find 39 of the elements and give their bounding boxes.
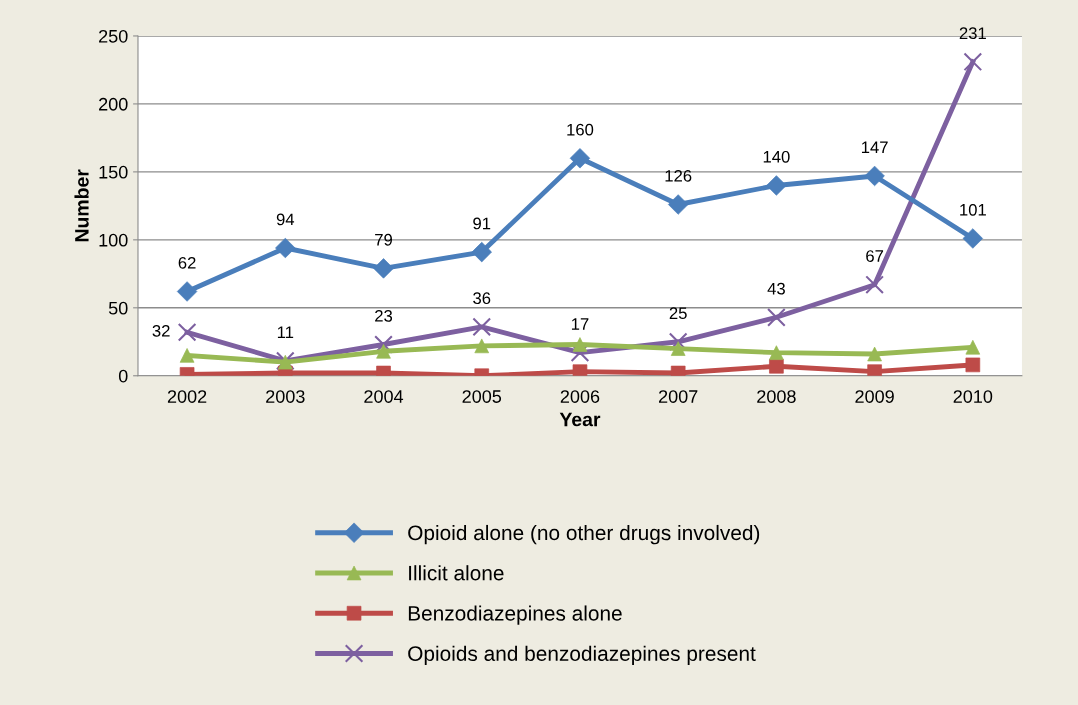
x-axis-title: Year	[559, 412, 601, 427]
legend-label: Illicit alone	[409, 565, 504, 581]
data-label: 36	[473, 292, 491, 305]
legend-label: Opioids and benzodiazepines present	[408, 645, 756, 666]
data-label: 91	[473, 217, 491, 230]
data-label: 160	[567, 123, 594, 136]
y-tick-label: 150	[99, 165, 128, 179]
data-label: 79	[375, 233, 393, 246]
x-tick-label: 2008	[757, 390, 796, 403]
data-label: 32	[152, 324, 170, 337]
data-label: 11	[277, 326, 294, 338]
data-label: 101	[960, 203, 986, 216]
x-tick-label: 2005	[462, 390, 502, 403]
x-tick-label: 2010	[953, 390, 993, 403]
data-label: 147	[861, 141, 888, 154]
data-label: 94	[276, 213, 295, 226]
legend-label: Benzodiazepines alone	[408, 605, 622, 625]
x-tick-label: 2003	[266, 390, 305, 403]
y-tick-label: 50	[108, 301, 128, 315]
y-axis-title: Number	[74, 169, 89, 242]
x-tick-label: 2002	[167, 390, 207, 403]
data-label: 23	[375, 309, 393, 322]
data-label: 231	[959, 27, 986, 40]
data-label: 126	[665, 169, 692, 182]
x-tick-label: 2009	[855, 390, 894, 403]
data-label: 62	[178, 256, 196, 269]
x-tick-label: 2007	[659, 390, 698, 403]
y-tick-label: 0	[118, 369, 128, 383]
data-label: 17	[571, 318, 589, 330]
legend-label: Opioid alone (no other drugs involved)	[408, 524, 760, 545]
x-tick-label: 2006	[560, 390, 600, 403]
y-tick-label: 200	[99, 97, 128, 111]
data-label: 140	[763, 150, 790, 163]
data-label: 43	[767, 282, 785, 295]
data-label: 25	[669, 307, 687, 320]
y-tick-label: 250	[99, 29, 128, 43]
y-tick-label: 100	[99, 233, 128, 247]
data-label: 67	[866, 250, 884, 262]
x-tick-label: 2004	[364, 390, 404, 403]
